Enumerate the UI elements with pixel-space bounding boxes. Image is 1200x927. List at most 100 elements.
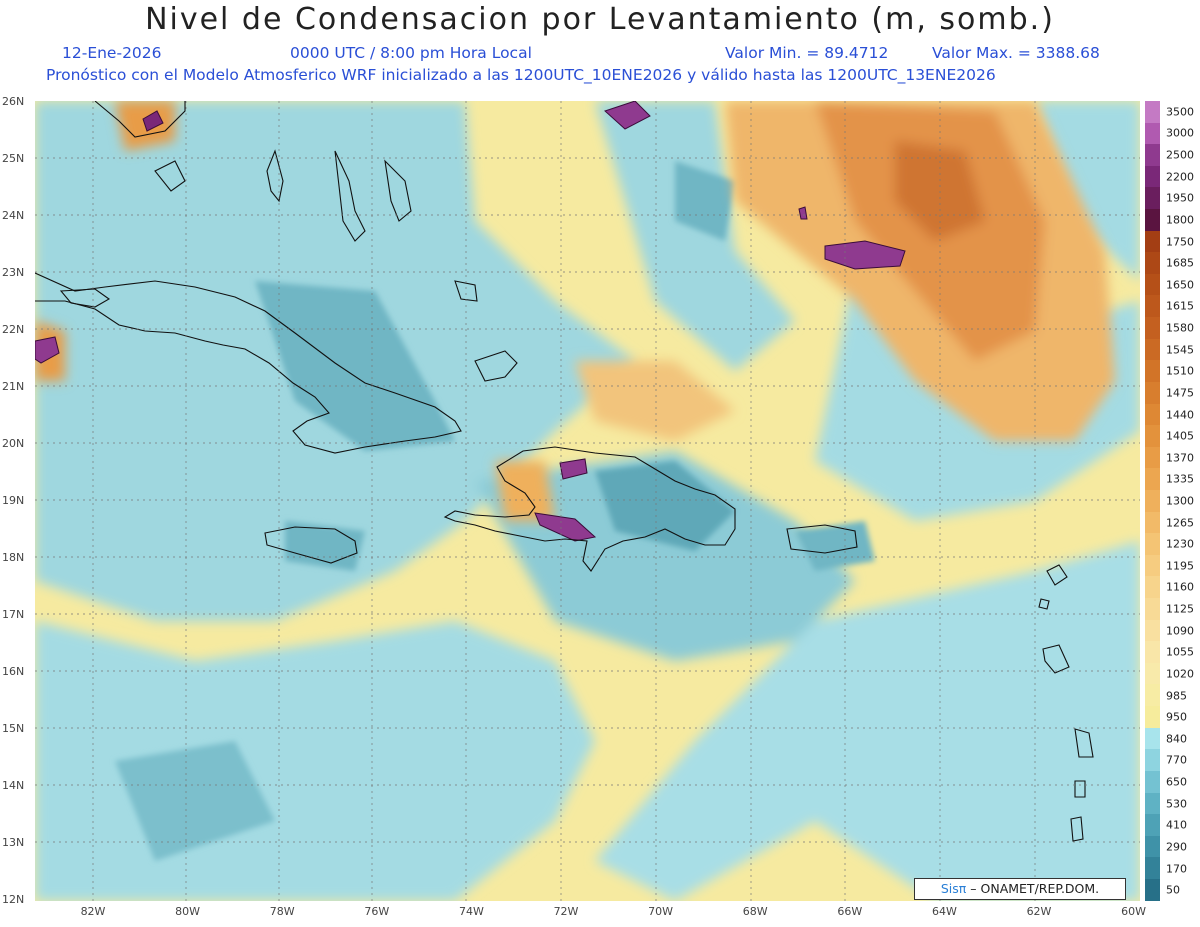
colorbar-label: 1125 [1166, 602, 1194, 616]
lat-label: 22N [2, 323, 25, 336]
lat-label: 15N [2, 722, 25, 735]
colorbar-label: 1750 [1166, 235, 1194, 249]
colorbar-label: 410 [1166, 818, 1187, 832]
colorbar-swatch [1145, 252, 1160, 274]
colorbar-label: 1335 [1166, 472, 1194, 486]
lon-label: 62W [1026, 905, 1052, 918]
colorbar-swatch [1145, 878, 1160, 901]
colorbar-label: 1195 [1166, 559, 1194, 573]
lat-label: 17N [2, 608, 25, 621]
isla-juventud-outline [59, 288, 111, 308]
lon-label: 72W [553, 905, 579, 918]
colorbar-swatch [1145, 468, 1160, 490]
colorbar-swatch [1145, 511, 1160, 534]
colorbar-label: 2500 [1166, 148, 1194, 162]
colorbar-swatch [1145, 425, 1160, 447]
colorbar-label: 3500 [1166, 105, 1194, 119]
model-description: Pronóstico con el Modelo Atmosferico WRF… [46, 66, 996, 84]
puerto-rico-outline [786, 524, 858, 554]
lon-label: 82W [80, 905, 106, 918]
inagua-outline [474, 350, 518, 382]
colorbar-label: 1545 [1166, 343, 1194, 357]
colorbar-label: 1020 [1166, 667, 1194, 681]
colorbar-swatch [1145, 598, 1160, 620]
colorbar-label: 1440 [1166, 408, 1194, 421]
colorbar-swatch [1145, 295, 1160, 318]
colorbar-label: 1800 [1166, 213, 1194, 227]
colorbar-label: 985 [1166, 689, 1187, 703]
colorbar-label: 1580 [1166, 321, 1194, 335]
andros-outline [266, 149, 284, 203]
colorbar-label: 950 [1166, 710, 1187, 724]
st-vincent-outline [1070, 816, 1084, 842]
coastlines [35, 101, 1094, 896]
colorbar-label: 1265 [1166, 516, 1194, 530]
lat-label: 14N [2, 779, 25, 792]
map-title: Nivel de Condensacion por Levantamiento … [145, 2, 1055, 37]
min-value: Valor Min. = 89.4712 [725, 44, 889, 62]
lat-label: 16N [2, 665, 25, 678]
lcl-map[interactable] [35, 101, 1140, 901]
colorbar-label: 1650 [1166, 278, 1194, 292]
colorbar-label: 1370 [1166, 451, 1194, 465]
colorbar-swatch [1145, 230, 1160, 253]
colorbar-swatch [1145, 835, 1160, 858]
lat-label: 19N [2, 494, 25, 507]
colorbar-swatch [1145, 144, 1160, 166]
colorbar-label: 290 [1166, 840, 1187, 854]
guadeloupe-outline [1042, 644, 1070, 674]
max-value: Valor Max. = 3388.68 [932, 44, 1100, 62]
lon-label: 70W [648, 905, 674, 918]
colorbar-swatch [1145, 101, 1160, 123]
lon-label: 64W [931, 905, 957, 918]
credit-box: Sisπ – ONAMET/REP.DOM. [914, 878, 1126, 900]
map-field [35, 101, 1140, 901]
colorbar-swatch [1145, 554, 1160, 577]
colorbar-swatch [1145, 317, 1160, 339]
colorbar-swatch [1145, 187, 1160, 210]
colorbar-swatch [1145, 446, 1160, 469]
colorbar-label: 2200 [1166, 170, 1194, 184]
grid-lines [35, 101, 1140, 901]
lat-label: 20N [2, 437, 25, 450]
lat-label: 23N [2, 266, 25, 279]
colorbar-label: 1090 [1166, 624, 1194, 638]
florida-keys-outline [154, 160, 186, 192]
colorbar-label: 50 [1166, 883, 1180, 897]
max-lcl-spots [35, 101, 906, 542]
colorbar-label: 1950 [1166, 191, 1194, 205]
lat-label: 24N [2, 209, 25, 222]
eleuthera-outline [384, 159, 412, 222]
lon-label: 66W [837, 905, 863, 918]
colorbar-swatch [1145, 122, 1160, 145]
colorbar-swatch [1145, 489, 1160, 512]
florida-outline [94, 101, 186, 138]
acklins-outline [454, 280, 478, 302]
antigua-outline [1046, 564, 1068, 586]
colorbar-swatch [1145, 641, 1160, 663]
lat-label: 21N [2, 380, 25, 393]
colorbar-label: 840 [1166, 732, 1187, 746]
colorbar-swatch [1145, 619, 1160, 642]
colorbar [1145, 101, 1160, 901]
colorbar-swatch [1145, 770, 1160, 793]
colorbar-label: 1685 [1166, 256, 1194, 270]
colorbar-label: 650 [1166, 775, 1187, 789]
cuba-outline [35, 272, 462, 454]
colorbar-swatch [1145, 792, 1160, 815]
st-lucia-outline [1074, 780, 1086, 798]
sispi-logo: Sisπ [940, 881, 967, 896]
colorbar-swatch [1145, 684, 1160, 707]
colorbar-label: 530 [1166, 797, 1187, 811]
colorbar-label: 770 [1166, 753, 1187, 767]
colorbar-swatch [1145, 706, 1160, 728]
colorbar-swatch [1145, 662, 1160, 685]
low-lcl-cores [115, 161, 875, 861]
lon-label: 80W [175, 905, 201, 918]
colorbar-label: 1405 [1166, 429, 1194, 443]
high-lcl-region [35, 101, 1115, 521]
colorbar-swatch [1145, 165, 1160, 188]
martinique-outline [1074, 728, 1094, 758]
lat-label: 13N [2, 836, 25, 849]
lat-label: 26N [2, 95, 25, 108]
